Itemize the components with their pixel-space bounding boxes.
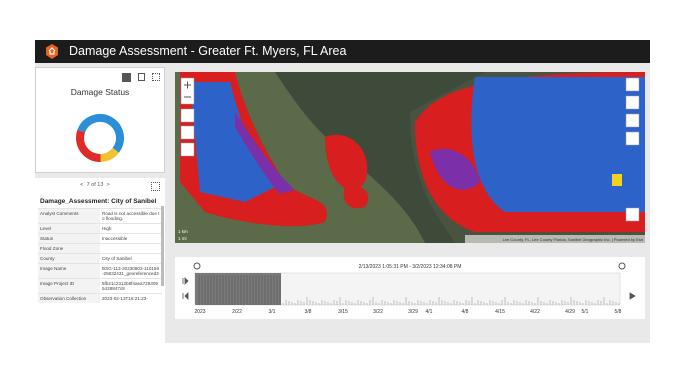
- flood-zone: [235, 112, 295, 194]
- timeline-label: 4/15: [495, 309, 505, 315]
- details-title: Damage_Assessment: City of Sanibel: [40, 198, 157, 205]
- donut-chart: [76, 114, 124, 162]
- time-slider-svg: 2/13/2023 1:05:31 PM - 3/2/2023 12:34:08…: [182, 262, 636, 315]
- fullscreen-button[interactable]: [625, 207, 640, 222]
- flood-zone: [471, 77, 645, 212]
- timeline-label: 2023: [194, 309, 205, 315]
- home-button[interactable]: [180, 108, 195, 123]
- field-name: Observation Collection: [38, 293, 100, 303]
- search-button[interactable]: [625, 77, 640, 92]
- prev-button[interactable]: <: [80, 182, 84, 188]
- pager-text: 7 of 13: [86, 182, 104, 188]
- table-row: Flood Zone: [38, 243, 162, 254]
- timeline-label: 4/29: [565, 309, 575, 315]
- chart-card: Damage Status: [35, 67, 165, 173]
- flood-zone: [430, 148, 480, 190]
- playback-controls[interactable]: [182, 277, 636, 300]
- timeline-label: 5/8: [615, 309, 622, 315]
- field-value: Road is not accessible due to flooding.: [100, 208, 162, 224]
- scale-label: 1 km: [178, 229, 188, 234]
- locate-button[interactable]: [180, 125, 195, 140]
- field-value: High: [100, 223, 162, 234]
- details-panel: < 7 of 13 > Damage_Assessment: City of S…: [35, 178, 165, 343]
- chart-title: Damage Status: [70, 87, 130, 97]
- flood-zone: [325, 134, 368, 190]
- timeline-label: 3/29: [408, 309, 418, 315]
- legend-button[interactable]: [122, 73, 131, 82]
- map[interactable]: 1 km 1 mi Lee County, FL, Lee County Flo…: [175, 72, 645, 243]
- field-name: Level: [38, 223, 100, 234]
- field-value: 5fb21c2312b8f4aea7283095428847c8: [100, 278, 162, 294]
- field-name: Flood Zone: [38, 243, 100, 254]
- table-row: Analyst Comments Road is not accessible d…: [38, 208, 162, 224]
- table-row: Image Project ID 5fb21c2312b8f4aea7283095…: [38, 278, 162, 294]
- menu-button[interactable]: [151, 182, 160, 191]
- table-row: Level High: [38, 223, 162, 234]
- legend-button[interactable]: [625, 131, 640, 146]
- basemap-button[interactable]: [625, 113, 640, 128]
- donut-segment[interactable]: [76, 129, 101, 162]
- header: Damage Assessment - Greater Ft. Myers, F…: [35, 40, 650, 63]
- timeline-label: 2/22: [232, 309, 242, 315]
- app-logo: [46, 44, 58, 59]
- table-wrap: Analyst Comments Road is not accessible d…: [38, 208, 162, 303]
- table-row: Status Inaccessible: [38, 233, 162, 244]
- table-row: County City of Sanibel: [38, 253, 162, 264]
- field-name: Image Name: [38, 263, 100, 279]
- field-value: City of Sanibel: [100, 253, 162, 264]
- timeline-label: 4/1: [426, 309, 433, 315]
- pager[interactable]: < 7 of 13 >: [35, 182, 155, 188]
- flood-zone: [190, 82, 275, 202]
- time-range: 2/13/2023 1:05:31 PM - 3/2/2023 12:34:08…: [359, 264, 462, 270]
- table-row: Image Name BSG-113-20230602-110156-256324…: [38, 263, 162, 279]
- field-name: Status: [38, 233, 100, 244]
- flood-zone: [343, 185, 369, 209]
- time-slider: 2/13/2023 1:05:31 PM - 3/2/2023 12:34:08…: [175, 257, 645, 319]
- marker[interactable]: [612, 174, 622, 186]
- info-button[interactable]: [193, 262, 201, 270]
- donut-segment[interactable]: [77, 114, 124, 153]
- scale-label: 1 mi: [178, 236, 187, 241]
- field-name: County: [38, 253, 100, 264]
- filter-button[interactable]: [138, 73, 145, 81]
- field-value: 2023-02-13T16:21:23-: [100, 293, 162, 303]
- timeline-label: 3/8: [305, 309, 312, 315]
- timeline-label: 3/15: [338, 309, 348, 315]
- field-value: BSG-113-20230602-110156-25632431_georefe…: [100, 263, 162, 279]
- compass-button[interactable]: [180, 142, 195, 157]
- attribution-bar: [465, 235, 645, 243]
- timeline-label: 4/22: [530, 309, 540, 315]
- layers-button[interactable]: [625, 95, 640, 110]
- next-button[interactable]: >: [106, 182, 110, 188]
- settings-button[interactable]: [618, 262, 626, 270]
- header-title: Damage Assessment - Greater Ft. Myers, F…: [69, 44, 347, 58]
- table-row: Observation Collection 2023-02-13T16:21:2…: [38, 293, 162, 303]
- field-value: [100, 243, 162, 254]
- field-name: Analyst Comments: [38, 208, 100, 224]
- timeline-label: 5/1: [582, 309, 589, 315]
- field-name: Image Project ID: [38, 278, 100, 294]
- attribution: Lee County, FL, Lee County Florida, Sani…: [503, 237, 643, 242]
- expand-button[interactable]: [152, 73, 160, 81]
- donut-segment[interactable]: [100, 147, 119, 162]
- field-value: Inaccessible: [100, 233, 162, 244]
- scrollbar[interactable]: [161, 206, 164, 286]
- timeline-label: 4/8: [462, 309, 469, 315]
- timeline-label: 3/22: [373, 309, 383, 315]
- details-table: Analyst Comments Road is not accessible d…: [38, 208, 162, 303]
- timeline-label: 3/1: [269, 309, 276, 315]
